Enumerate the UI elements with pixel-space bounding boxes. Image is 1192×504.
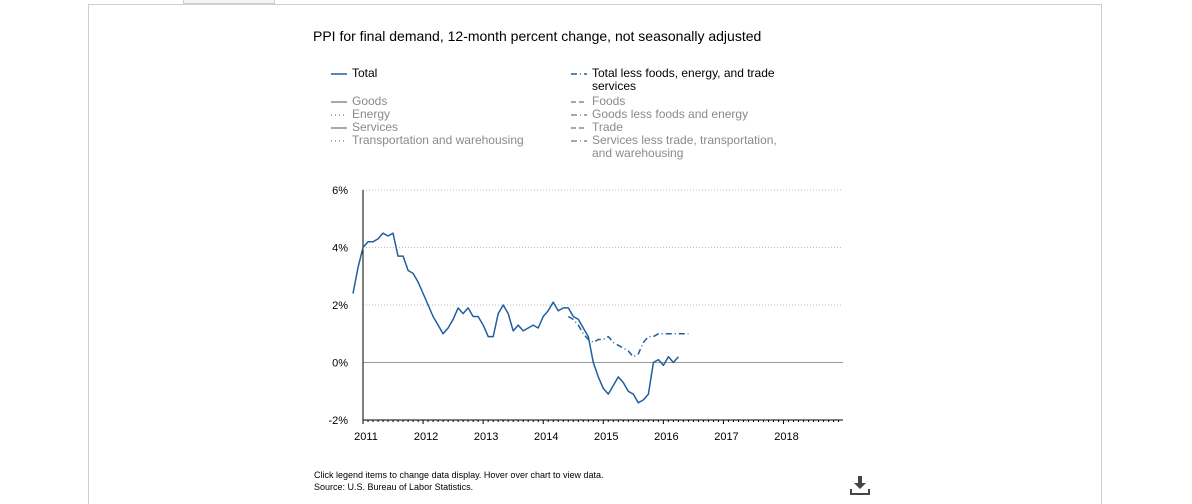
chart-panel	[88, 4, 1102, 504]
series-line	[352, 232, 679, 404]
chart-title: PPI for final demand, 12-month percent c…	[313, 28, 762, 44]
download-icon[interactable]	[849, 474, 871, 496]
legend-label: Foods	[592, 94, 626, 108]
y-tick-label: -2%	[328, 415, 348, 427]
panel-tab[interactable]	[183, 0, 275, 4]
legend-label: Services	[352, 120, 399, 134]
footnote-instructions: Click legend items to change data displa…	[314, 470, 604, 480]
x-axis-ticks: 2011 2012 2013 2014 2015 2016 2017 2018	[354, 420, 840, 443]
x-tick-label: 2016	[654, 431, 678, 443]
grid	[363, 189, 843, 306]
legend-label: Goods less foods and energy	[592, 107, 749, 121]
legend-label: Total less foods, energy, and trade serv…	[592, 66, 775, 93]
legend: Total Goods Energy Services Transportati…	[330, 66, 830, 166]
legend-label: Total	[352, 66, 378, 80]
x-tick-label: 2012	[414, 431, 438, 443]
legend-label: Goods	[352, 94, 388, 108]
chart-footnote: Click legend items to change data displa…	[314, 469, 603, 493]
x-tick-label: 2014	[534, 431, 558, 443]
legend-item-transportation-warehousing[interactable]: Transportation and warehousing	[330, 134, 524, 147]
legend-label: Transportation and warehousing	[352, 133, 524, 147]
series-line	[567, 315, 689, 358]
legend-item-trade[interactable]: Trade	[570, 121, 623, 134]
y-tick-label: 0%	[332, 358, 348, 370]
y-tick-label: 2%	[332, 300, 348, 312]
legend-label: Services less trade, transportation, and…	[592, 133, 777, 160]
legend-item-total[interactable]: Total	[330, 67, 377, 80]
legend-item-services[interactable]: Services	[330, 121, 398, 134]
y-tick-label: 4%	[332, 243, 348, 255]
legend-item-goods-less-foods-energy[interactable]: Goods less foods and energy	[570, 108, 748, 121]
legend-item-services-less-trade[interactable]: Services less trade, transportation, and…	[570, 134, 782, 160]
y-tick-label: 6%	[332, 185, 348, 197]
x-tick-label: 2013	[474, 431, 498, 443]
x-tick-label: 2011	[354, 431, 378, 443]
legend-item-goods[interactable]: Goods	[330, 95, 387, 108]
x-tick-label: 2018	[774, 431, 798, 443]
legend-label: Trade	[592, 120, 623, 134]
legend-item-total-less-foods-energy-trade[interactable]: Total less foods, energy, and trade serv…	[570, 67, 782, 93]
x-tick-label: 2017	[714, 431, 738, 443]
series-lines	[352, 232, 689, 404]
legend-label: Energy	[352, 107, 391, 121]
legend-item-energy[interactable]: Energy	[330, 108, 390, 121]
y-axis-ticks: -2% 0% 2% 4% 6%	[328, 185, 348, 427]
x-tick-label: 2015	[594, 431, 618, 443]
footnote-source: Source: U.S. Bureau of Labor Statistics.	[314, 482, 474, 492]
legend-item-foods[interactable]: Foods	[570, 95, 625, 108]
